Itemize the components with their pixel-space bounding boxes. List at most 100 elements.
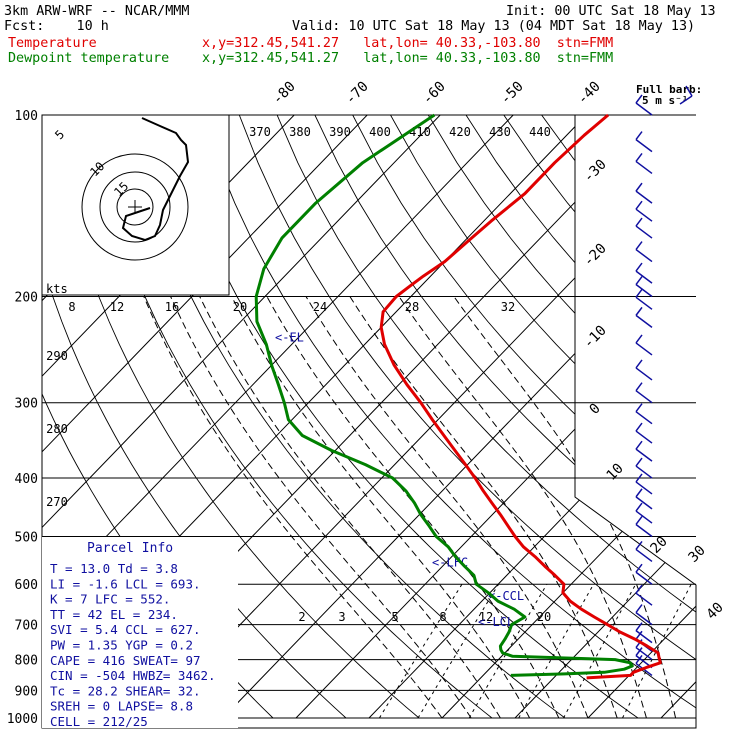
mixing-ratio-label: 3 bbox=[338, 610, 345, 624]
theta-label: 280 bbox=[46, 422, 68, 436]
dry-adiabat bbox=[731, 115, 740, 718]
mixing-ratio-label: 2 bbox=[298, 610, 305, 624]
wind-barb-shaft bbox=[635, 102, 653, 116]
dry-adiabat bbox=[352, 115, 696, 719]
parcel-info-row: CIN = -504 HWBZ= 3462. bbox=[50, 668, 216, 683]
dry-adiabat bbox=[238, 115, 696, 719]
hodograph-ring-10 bbox=[99, 171, 171, 243]
wind-barb-shaft bbox=[635, 448, 653, 462]
hodograph-trace bbox=[121, 117, 190, 242]
wind-barb-flag bbox=[635, 306, 643, 316]
wind-barb-flag bbox=[635, 152, 643, 162]
pressure-tick-label: 400 bbox=[15, 472, 38, 487]
isotherm-line bbox=[587, 115, 696, 719]
wind-barb-shaft bbox=[635, 190, 653, 204]
wind-barb-flag bbox=[635, 647, 643, 657]
theta-label: 390 bbox=[329, 125, 351, 139]
moist-adiabat bbox=[453, 296, 677, 719]
temperature-tick-label: 20 bbox=[648, 534, 671, 557]
wind-barb-shaft bbox=[635, 611, 653, 626]
wind-barb-flag bbox=[635, 262, 643, 272]
isotherm-line bbox=[368, 115, 696, 719]
hodograph: 5 10 15 kts bbox=[41, 114, 230, 296]
wind-barb-shaft bbox=[635, 411, 653, 425]
hodograph-speed-label: 16 bbox=[165, 300, 179, 314]
mixing-ratio-line bbox=[518, 583, 595, 719]
temperature-profile bbox=[379, 113, 662, 680]
pressure-tick-label: 800 bbox=[15, 654, 38, 669]
moist-adiabat bbox=[266, 296, 560, 719]
dry-adiabat bbox=[87, 115, 493, 719]
mixing-ratio-label: 12 bbox=[479, 610, 493, 624]
marker-el: <-EL bbox=[275, 331, 304, 345]
pressure-tick-label: 100 bbox=[15, 109, 38, 124]
theta-label: 430 bbox=[489, 125, 511, 139]
barb-legend-flag bbox=[685, 85, 693, 97]
theta-label: 440 bbox=[529, 125, 551, 139]
marker-lcl: <-LCL bbox=[478, 615, 514, 629]
moist-adiabat bbox=[398, 296, 647, 719]
moist-adiabat bbox=[143, 296, 443, 719]
temperature-tick-label: 10 bbox=[604, 461, 627, 484]
wind-barb-shaft bbox=[635, 208, 653, 222]
theta-label: 400 bbox=[369, 125, 391, 139]
wind-barb-flag bbox=[635, 604, 643, 614]
dry-adiabat bbox=[579, 115, 696, 719]
wind-barb-flag bbox=[635, 382, 643, 392]
hodograph-speed-label: 28 bbox=[405, 300, 419, 314]
isotherm-line bbox=[42, 115, 441, 719]
wind-barb-shaft bbox=[635, 510, 653, 524]
wind-barb-flag bbox=[635, 630, 643, 640]
dewpoint-profile bbox=[254, 113, 634, 677]
pressure-tick-label: 700 bbox=[15, 619, 38, 634]
dry-adiabat bbox=[654, 115, 696, 719]
wind-barb-shaft bbox=[635, 225, 653, 239]
parcel-info-row: SREH = 0 LAPSE= 8.8 bbox=[50, 699, 193, 714]
temperature-location: x,y=312.45,541.27 lat,lon= 40.33,-103.80… bbox=[202, 36, 614, 51]
parcel-info-row: PW = 1.35 YGP = 0.2 bbox=[50, 638, 193, 653]
wind-barb-shaft bbox=[635, 592, 653, 606]
dry-adiabat bbox=[427, 115, 696, 719]
parcel-info-background bbox=[42, 537, 238, 728]
wind-barb-flag bbox=[635, 457, 643, 467]
wind-barb-flag bbox=[635, 422, 643, 432]
temperature-tick-label: 40 bbox=[704, 600, 727, 623]
wind-barb-flag bbox=[635, 622, 643, 632]
wind-barb-flag bbox=[635, 241, 643, 251]
pressure-tick-label: 600 bbox=[15, 578, 38, 593]
wind-barb-shaft bbox=[635, 296, 653, 310]
hodograph-speed-label: 24 bbox=[313, 300, 327, 314]
hodograph-speed-label: 8 bbox=[68, 300, 75, 314]
wind-barb-flag bbox=[635, 359, 643, 369]
dry-adiabat bbox=[125, 115, 566, 719]
hodograph-ring-5 bbox=[116, 188, 154, 226]
wind-barb-shaft bbox=[635, 390, 653, 404]
temperature-tick-label: -10 bbox=[581, 323, 610, 352]
isotherm-line bbox=[660, 115, 696, 719]
dry-adiabat bbox=[616, 115, 696, 719]
hodograph-speed-label: 32 bbox=[501, 300, 515, 314]
parcel-info-row: K = 7 LFC = 552. bbox=[50, 592, 170, 607]
parcel-info-row: CAPE = 416 SWEAT= 97 bbox=[50, 653, 201, 668]
barb-legend: Full barb: 5 m s⁻¹ bbox=[636, 83, 702, 107]
wind-barb-flag bbox=[635, 131, 643, 141]
temperature-tick-label: 30 bbox=[686, 543, 709, 566]
barb-legend-shaft bbox=[679, 95, 693, 105]
wind-barb-flag bbox=[635, 94, 643, 104]
moist-adiabat bbox=[349, 296, 618, 719]
wind-barb-flag bbox=[635, 200, 643, 210]
theta-label: 270 bbox=[46, 495, 68, 509]
parcel-info-row: T = 13.0 Td = 3.8 bbox=[50, 561, 178, 576]
wind-barb-flag bbox=[635, 288, 643, 298]
wind-barb-shaft bbox=[635, 367, 653, 381]
dry-adiabat bbox=[692, 115, 696, 719]
theta-label: 410 bbox=[409, 125, 431, 139]
pressure-tick-label: 300 bbox=[15, 397, 38, 412]
temperature-tick-label: -60 bbox=[420, 79, 449, 108]
wind-barb-shaft bbox=[635, 465, 653, 479]
theta-label: 370 bbox=[249, 125, 271, 139]
wind-barb-shaft bbox=[635, 342, 653, 356]
isotherm-line bbox=[734, 115, 740, 718]
moist-adiabat bbox=[305, 296, 589, 719]
pressure-tick-label: 200 bbox=[15, 291, 38, 306]
